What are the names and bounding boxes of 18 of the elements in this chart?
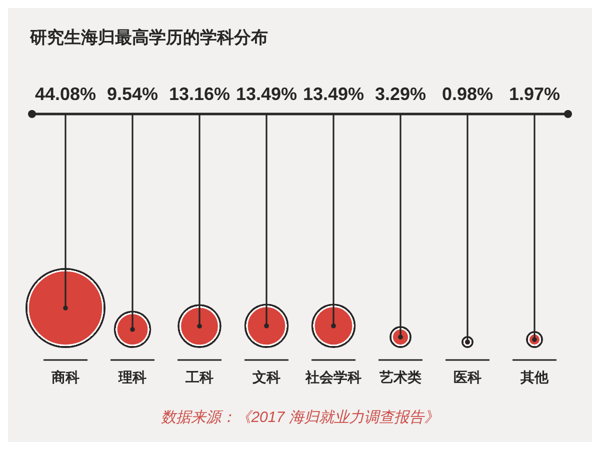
- category-label: 艺术类: [378, 369, 422, 385]
- data-label: 13.49%: [302, 84, 364, 104]
- data-label: 1.97%: [508, 84, 560, 104]
- category-label: 工科: [184, 369, 214, 385]
- data-label: 3.29%: [374, 84, 426, 104]
- data-label: 13.49%: [236, 84, 298, 104]
- data-label: 44.08%: [34, 84, 96, 104]
- source-note: 数据来源：《2017 海归就业力调查报告》: [160, 408, 440, 427]
- text: 研究生海归最高学历的学科分布: [28, 27, 269, 49]
- category-label: 其他: [520, 369, 550, 385]
- data-label: 9.54%: [106, 84, 158, 104]
- category-label: 商科: [50, 369, 80, 385]
- data-label: 13.16%: [168, 84, 230, 104]
- data-label: 0.98%: [442, 84, 494, 104]
- category-label: 社会学科: [304, 369, 362, 385]
- category-label: 理科: [118, 369, 146, 385]
- category-label: 文科: [252, 369, 280, 385]
- category-label: 医科: [454, 369, 482, 385]
